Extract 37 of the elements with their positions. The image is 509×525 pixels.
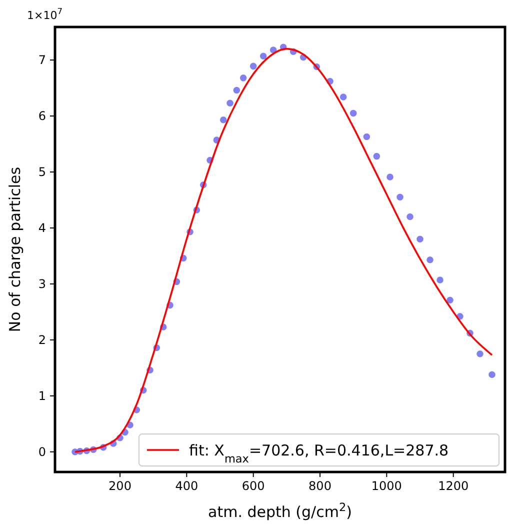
point <box>386 174 394 180</box>
legend-label: fit: X$_{max}$=702.6, R=0.416,L=287.8 <box>189 441 449 465</box>
point <box>233 86 240 94</box>
y-tick-label: 5 <box>38 165 46 180</box>
point <box>488 371 496 378</box>
point <box>406 213 414 220</box>
x-tick-label: 200 <box>108 479 132 493</box>
point <box>226 100 234 107</box>
y-axis-title: No of charge particles <box>6 166 24 332</box>
y-tick-label: 7 <box>38 53 46 68</box>
x-tick-label: 800 <box>308 479 332 493</box>
y-tick-label: 3 <box>38 277 46 292</box>
point <box>446 296 454 304</box>
x-tick-label: 400 <box>175 479 198 493</box>
point <box>350 110 357 117</box>
y-tick-label: 2 <box>38 333 46 348</box>
y-tick-label: 0 <box>38 445 46 460</box>
x-axis-title: atm. depth (g/cm$^{2}$) <box>208 500 352 521</box>
point <box>416 236 424 243</box>
point <box>396 194 404 201</box>
x-tick-label: 600 <box>242 479 265 493</box>
y-tick-label: 6 <box>38 109 46 124</box>
point <box>220 116 227 124</box>
point <box>426 256 434 264</box>
text: 1×10$^{7}$ <box>27 6 62 22</box>
x-tick-label: 1200 <box>438 479 469 493</box>
point <box>363 133 370 140</box>
y-tick-label: 4 <box>38 221 46 236</box>
point <box>436 276 444 284</box>
point <box>476 350 484 358</box>
point <box>240 74 247 82</box>
point <box>250 62 257 70</box>
y-tick-label: 1 <box>38 389 46 404</box>
point <box>340 94 347 100</box>
point <box>373 152 380 160</box>
x-tick-label: 1000 <box>371 479 402 493</box>
point <box>260 52 267 60</box>
